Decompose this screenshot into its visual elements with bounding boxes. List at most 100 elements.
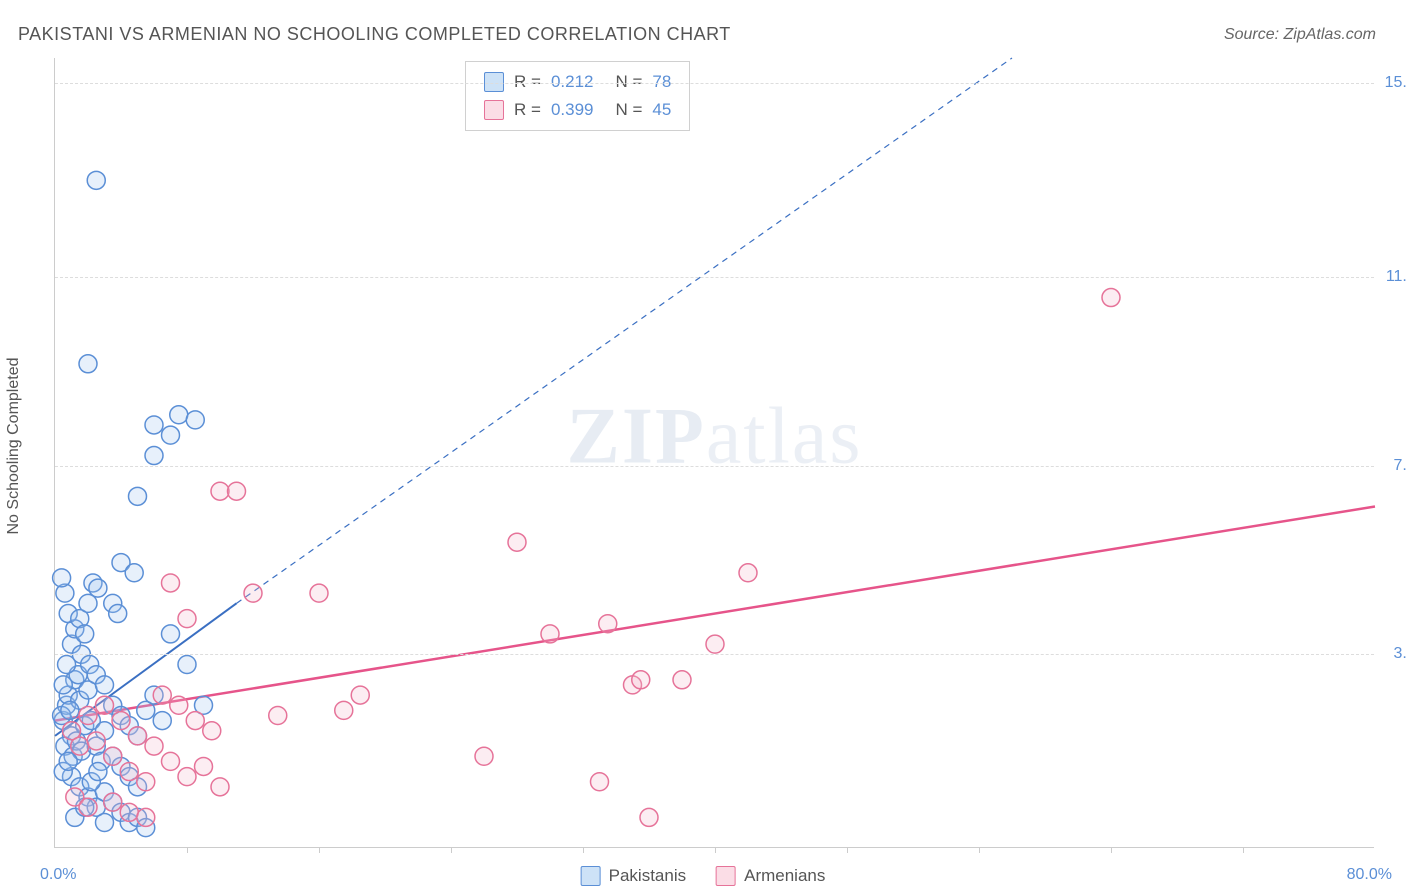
data-point-armenians (162, 574, 180, 592)
data-point-armenians (632, 671, 650, 689)
data-point-armenians (186, 712, 204, 730)
scatter-plot-svg (55, 58, 1374, 847)
xtick (187, 847, 188, 853)
data-point-pakistanis (79, 355, 97, 373)
data-point-pakistanis (89, 763, 107, 781)
data-point-armenians (79, 706, 97, 724)
data-point-pakistanis (153, 712, 171, 730)
data-point-armenians (1102, 289, 1120, 307)
data-point-armenians (153, 686, 171, 704)
xtick (1243, 847, 1244, 853)
data-point-armenians (739, 564, 757, 582)
xtick (1111, 847, 1112, 853)
data-point-armenians (137, 773, 155, 791)
data-point-armenians (178, 768, 196, 786)
data-point-armenians (244, 584, 262, 602)
data-point-armenians (178, 610, 196, 628)
data-point-pakistanis (129, 487, 147, 505)
data-point-armenians (120, 803, 138, 821)
legend-item-pakistanis: Pakistanis (581, 866, 686, 886)
n-value-2: 45 (652, 100, 671, 120)
xtick (451, 847, 452, 853)
swatch-armenians-bottom (716, 866, 736, 886)
series-legend: Pakistanis Armenians (581, 866, 826, 886)
data-point-armenians (599, 615, 617, 633)
data-point-armenians (145, 737, 163, 755)
data-point-armenians (195, 757, 213, 775)
data-point-pakistanis (53, 569, 71, 587)
data-point-armenians (541, 625, 559, 643)
r-label-1: R = (514, 72, 541, 92)
n-label-2: N = (615, 100, 642, 120)
xtick (715, 847, 716, 853)
data-point-armenians (335, 701, 353, 719)
data-point-armenians (673, 671, 691, 689)
data-point-armenians (211, 482, 229, 500)
data-point-armenians (706, 635, 724, 653)
data-point-armenians (71, 737, 89, 755)
data-point-armenians (351, 686, 369, 704)
data-point-armenians (129, 727, 147, 745)
legend-row-armenians: R = 0.399 N = 45 (484, 96, 671, 124)
data-point-armenians (79, 798, 97, 816)
data-point-armenians (269, 706, 287, 724)
r-value-1: 0.212 (551, 72, 594, 92)
data-point-armenians (162, 752, 180, 770)
data-point-pakistanis (170, 406, 188, 424)
data-point-pakistanis (54, 676, 72, 694)
trendline-armenians (55, 507, 1375, 721)
xtick (583, 847, 584, 853)
data-point-armenians (508, 533, 526, 551)
data-point-pakistanis (145, 447, 163, 465)
data-point-armenians (211, 778, 229, 796)
trendline-ext-pakistanis (237, 58, 1013, 603)
data-point-pakistanis (125, 564, 143, 582)
xtick (319, 847, 320, 853)
x-axis-max-label: 80.0% (1347, 866, 1392, 884)
n-value-1: 78 (652, 72, 671, 92)
data-point-armenians (120, 763, 138, 781)
gridline (55, 466, 1374, 467)
legend-label-pakistanis: Pakistanis (609, 866, 686, 886)
data-point-armenians (640, 808, 658, 826)
data-point-pakistanis (96, 814, 114, 832)
gridline (55, 654, 1374, 655)
xtick (847, 847, 848, 853)
data-point-armenians (96, 696, 114, 714)
plot-area: ZIPatlas R = 0.212 N = 78 R = 0.399 N = … (54, 58, 1374, 848)
data-point-armenians (591, 773, 609, 791)
source-label: Source: ZipAtlas.com (1224, 26, 1376, 44)
data-point-armenians (112, 712, 130, 730)
data-point-pakistanis (59, 752, 77, 770)
data-point-pakistanis (76, 625, 94, 643)
legend-label-armenians: Armenians (744, 866, 825, 886)
legend-item-armenians: Armenians (716, 866, 825, 886)
ytick-label: 11.2% (1386, 268, 1406, 286)
x-axis-min-label: 0.0% (40, 866, 76, 884)
correlation-legend: R = 0.212 N = 78 R = 0.399 N = 45 (465, 61, 690, 131)
ytick-label: 7.5% (1394, 457, 1406, 475)
swatch-pakistanis-bottom (581, 866, 601, 886)
swatch-armenians (484, 100, 504, 120)
xtick (979, 847, 980, 853)
data-point-armenians (203, 722, 221, 740)
r-label-2: R = (514, 100, 541, 120)
data-point-armenians (87, 732, 105, 750)
r-value-2: 0.399 (551, 100, 594, 120)
data-point-armenians (104, 747, 122, 765)
chart-container: PAKISTANI VS ARMENIAN NO SCHOOLING COMPL… (0, 0, 1406, 892)
data-point-armenians (104, 793, 122, 811)
gridline (55, 83, 1374, 84)
gridline (55, 277, 1374, 278)
data-point-pakistanis (87, 171, 105, 189)
legend-row-pakistanis: R = 0.212 N = 78 (484, 68, 671, 96)
data-point-pakistanis (178, 656, 196, 674)
data-point-armenians (228, 482, 246, 500)
swatch-pakistanis (484, 72, 504, 92)
data-point-pakistanis (186, 411, 204, 429)
data-point-pakistanis (109, 605, 127, 623)
n-label-1: N = (615, 72, 642, 92)
data-point-armenians (475, 747, 493, 765)
data-point-armenians (170, 696, 188, 714)
data-point-armenians (310, 584, 328, 602)
